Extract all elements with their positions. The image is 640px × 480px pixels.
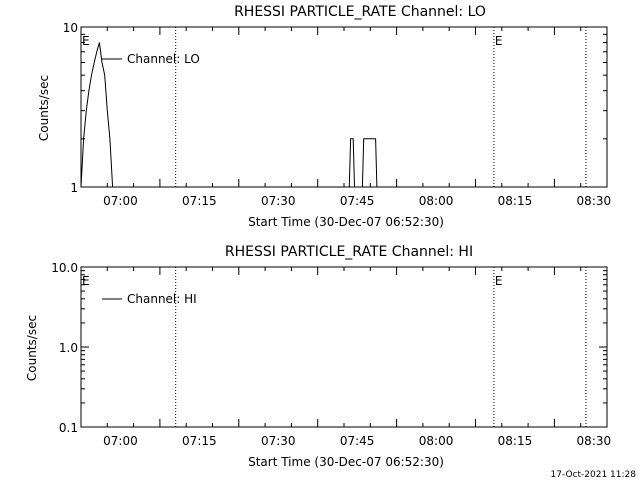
legend-entry: Channel: LO — [127, 52, 200, 66]
y-tick-label: 1.0 — [59, 341, 78, 355]
e-marker-label: E — [495, 274, 503, 288]
chart-title: RHESSI PARTICLE_RATE Channel: HI — [225, 244, 473, 260]
y-axis-label: Counts/sec — [25, 315, 39, 381]
x-tick-label: 07:15 — [182, 434, 217, 448]
lo-channel-panel: RHESSI PARTICLE_RATE Channel: LO Counts/… — [37, 4, 611, 229]
e-marker-label: E — [82, 274, 90, 288]
plot-frame — [80, 266, 608, 428]
plot-frame — [80, 26, 608, 188]
x-tick-label: 07:15 — [182, 194, 217, 208]
x-axis-label: Start Time (30-Dec-07 06:52:30) — [248, 455, 444, 469]
x-tick-label: 08:30 — [577, 434, 612, 448]
x-tick-label: 08:30 — [577, 194, 612, 208]
x-tick-label: 08:15 — [498, 194, 533, 208]
y-tick-label: 10.0 — [51, 261, 78, 275]
x-tick-label: 08:00 — [419, 194, 454, 208]
y-tick-label: 10 — [63, 21, 78, 35]
series-line-channel-lo — [80, 42, 379, 188]
x-tick-label: 07:00 — [103, 434, 138, 448]
legend-entry: Channel: HI — [127, 292, 197, 306]
x-axis-label: Start Time (30-Dec-07 06:52:30) — [248, 215, 444, 229]
e-marker-label: E — [495, 34, 503, 48]
e-marker-label: E — [82, 34, 90, 48]
hi-channel-panel: RHESSI PARTICLE_RATE Channel: HI Counts/… — [25, 244, 611, 469]
footer-timestamp: 17-Oct-2021 11:28 — [551, 470, 637, 480]
chart-title: RHESSI PARTICLE_RATE Channel: LO — [234, 4, 486, 20]
x-tick-label: 07:30 — [261, 434, 296, 448]
x-tick-label: 08:00 — [419, 434, 454, 448]
x-tick-label: 08:15 — [498, 434, 533, 448]
y-tick-label: 1 — [70, 181, 78, 195]
x-tick-label: 07:00 — [103, 194, 138, 208]
y-axis-label: Counts/sec — [37, 75, 51, 141]
y-tick-label: 0.1 — [59, 421, 78, 435]
x-tick-label: 07:45 — [340, 194, 375, 208]
x-tick-label: 07:30 — [261, 194, 296, 208]
x-tick-label: 07:45 — [340, 434, 375, 448]
